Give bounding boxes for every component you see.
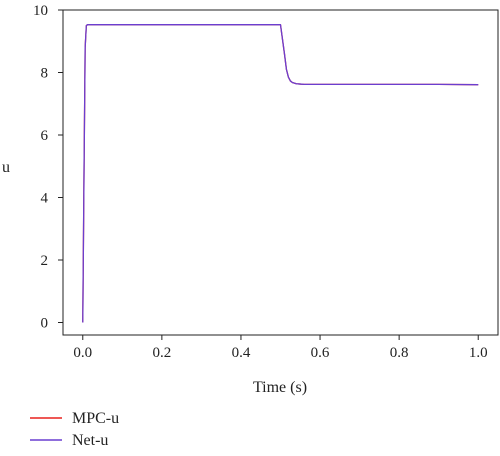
- y-tick-label: 10: [33, 3, 48, 19]
- y-tick-label: 4: [41, 191, 49, 207]
- y-tick-label: 8: [41, 66, 49, 82]
- legend-label: Net-u: [72, 432, 108, 449]
- x-tick-label: 0.4: [232, 345, 251, 361]
- legend: MPC-u Net-u: [30, 410, 119, 449]
- series-line-net-u: [82, 24, 479, 323]
- x-tick-label: 0.2: [152, 345, 171, 361]
- x-tick-label: 1.0: [469, 345, 488, 361]
- x-axis-ticks: 0.0 0.2 0.4 0.6 0.8 1.0: [73, 335, 488, 361]
- x-axis-label: Time (s): [253, 379, 307, 396]
- x-tick-label: 0.6: [311, 345, 330, 361]
- legend-label: MPC-u: [72, 410, 119, 427]
- y-tick-label: 0: [41, 316, 49, 332]
- x-tick-label: 0.0: [73, 345, 92, 361]
- y-axis-ticks: 0 2 4 6 8 10: [33, 3, 63, 332]
- x-tick-label: 0.8: [390, 345, 409, 361]
- y-tick-label: 2: [41, 253, 49, 269]
- plot-frame: [62, 9, 499, 336]
- y-tick-label: 6: [41, 128, 49, 144]
- series-line-mpc-u: [82, 24, 479, 323]
- series-layer: [82, 24, 479, 323]
- y-axis-label: u: [2, 159, 10, 176]
